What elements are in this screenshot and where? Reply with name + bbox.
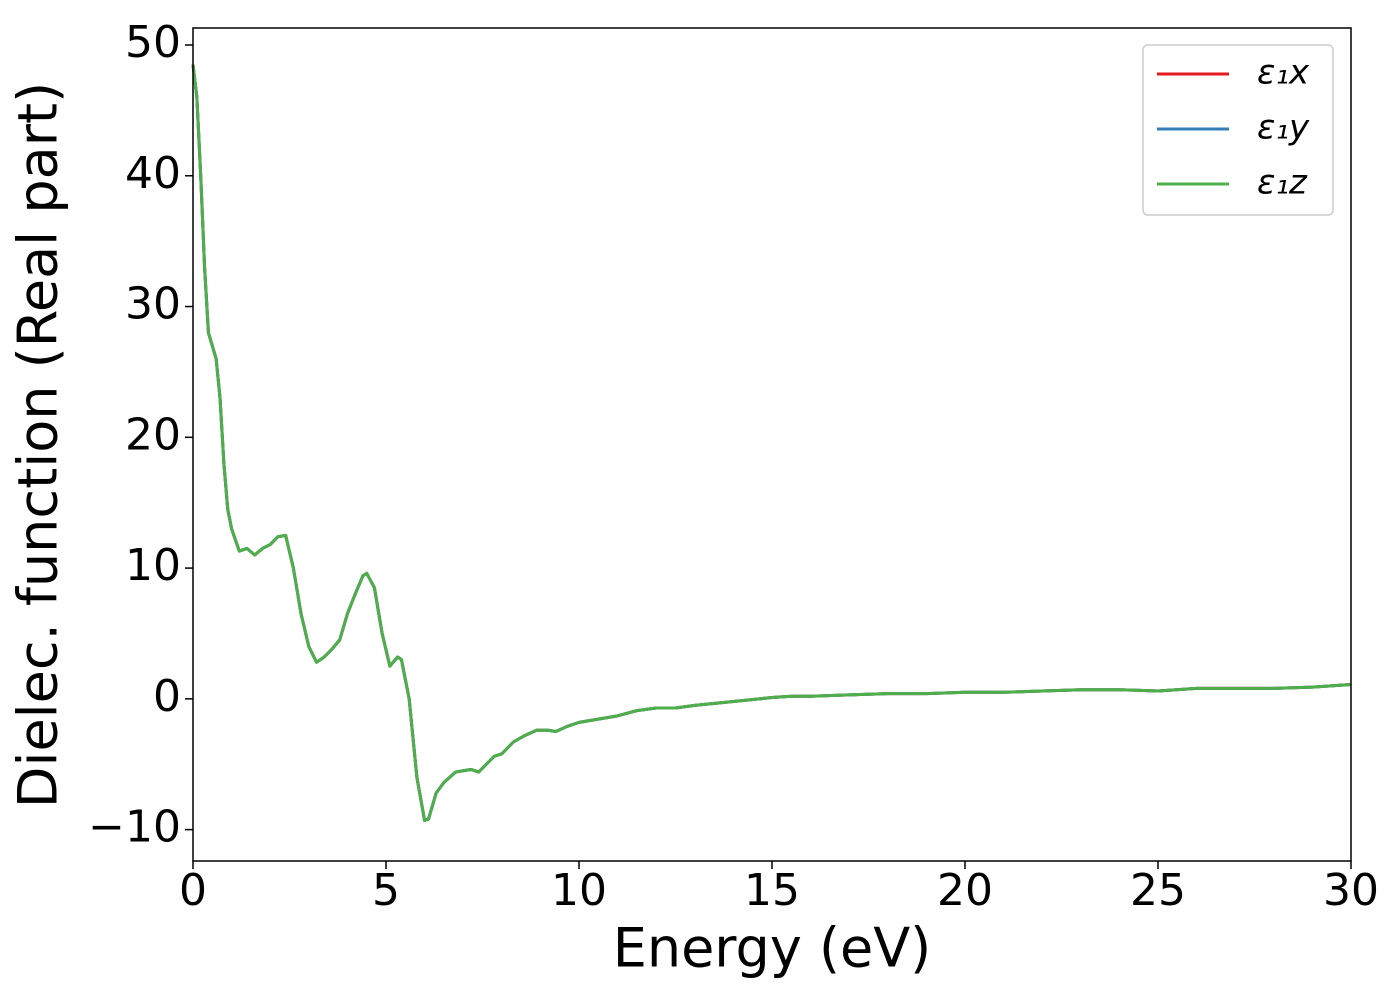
y-tick-label: 20 <box>125 409 181 460</box>
legend-label: ε₁z <box>1257 163 1308 203</box>
x-tick-label: 30 <box>1323 865 1379 916</box>
legend-label: ε₁y <box>1257 108 1310 148</box>
x-axis-label: Energy (eV) <box>613 917 932 980</box>
y-axis-label: Dielec. function (Real part) <box>7 82 70 808</box>
legend-label: ε₁x <box>1257 53 1310 93</box>
series-line <box>191 64 1352 822</box>
y-tick-label: 10 <box>125 540 181 591</box>
x-tick-label: 0 <box>179 865 207 916</box>
x-tick-label: 5 <box>372 865 400 916</box>
x-tick-label: 25 <box>1130 865 1186 916</box>
y-tick-label: 40 <box>125 148 181 199</box>
y-tick-label: 0 <box>153 671 181 722</box>
x-tick-label: 20 <box>937 865 993 916</box>
y-tick-label: 30 <box>125 279 181 330</box>
x-tick-label: 10 <box>551 865 607 916</box>
plot-frame <box>192 27 1352 862</box>
legend-box <box>1142 44 1334 216</box>
y-tick-label: 50 <box>125 17 181 68</box>
y-tick-label: −10 <box>88 802 181 853</box>
x-tick-label: 15 <box>744 865 800 916</box>
